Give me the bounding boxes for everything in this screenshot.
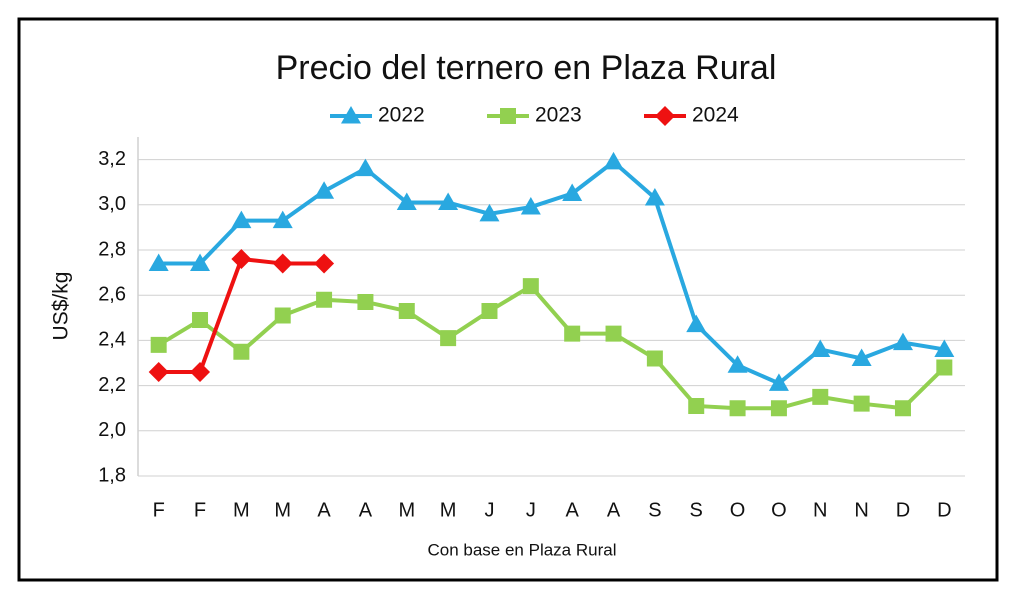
x-tick-label: D xyxy=(896,499,910,521)
legend-label: 2022 xyxy=(378,104,425,127)
data-point xyxy=(190,253,211,272)
data-point xyxy=(148,362,169,383)
x-tick-label: M xyxy=(274,499,291,521)
data-point xyxy=(314,181,335,199)
data-point xyxy=(522,278,539,295)
data-point xyxy=(396,192,417,211)
data-point xyxy=(646,350,663,367)
data-point xyxy=(398,303,415,320)
data-point xyxy=(233,343,250,360)
data-point xyxy=(272,210,293,229)
x-tick-label: J xyxy=(484,499,494,521)
data-point xyxy=(934,339,955,357)
y-tick-label: 3,0 xyxy=(98,193,126,215)
data-point xyxy=(481,303,498,320)
data-point xyxy=(686,314,707,333)
y-tick-label: 1,8 xyxy=(98,464,126,486)
chart-border xyxy=(17,17,999,582)
data-point xyxy=(562,183,583,201)
data-point xyxy=(688,397,705,414)
data-point xyxy=(892,332,913,351)
x-axis-label: Con base en Plaza Rural xyxy=(427,540,616,559)
x-tick-label: S xyxy=(690,499,703,521)
x-tick-label: M xyxy=(398,499,415,521)
data-point xyxy=(440,330,457,347)
y-axis-label: US$/kg xyxy=(50,272,73,341)
data-point xyxy=(605,325,622,342)
data-point xyxy=(150,336,167,353)
data-point xyxy=(727,355,748,373)
legend-marker xyxy=(500,108,516,124)
x-tick-label: D xyxy=(937,499,951,521)
data-point xyxy=(936,359,953,376)
y-tick-label: 2,0 xyxy=(98,419,126,441)
data-point xyxy=(316,291,333,308)
data-point xyxy=(231,210,252,229)
y-tick-label: 2,4 xyxy=(98,329,126,351)
data-point xyxy=(274,307,291,324)
data-point xyxy=(603,151,624,170)
x-tick-label: M xyxy=(233,499,250,521)
data-point xyxy=(812,388,829,405)
x-tick-label: O xyxy=(771,499,787,521)
data-point xyxy=(851,348,872,366)
data-point xyxy=(770,400,787,417)
data-point xyxy=(564,325,581,342)
x-tick-label: N xyxy=(813,499,827,521)
data-point xyxy=(768,373,789,391)
x-tick-label: A xyxy=(317,499,331,521)
x-tick-label: F xyxy=(194,499,206,521)
data-point xyxy=(231,249,252,270)
data-point xyxy=(190,362,211,383)
data-point xyxy=(192,312,209,329)
data-point xyxy=(355,158,376,177)
x-tick-label: M xyxy=(440,499,457,521)
legend-label: 2023 xyxy=(535,104,582,127)
legend-label: 2024 xyxy=(692,104,739,127)
legend-marker xyxy=(341,106,361,124)
legend-marker xyxy=(655,106,675,126)
data-point xyxy=(438,192,459,211)
data-point xyxy=(894,400,911,417)
x-tick-label: O xyxy=(730,499,746,521)
data-point xyxy=(314,253,335,274)
y-tick-label: 2,8 xyxy=(98,238,126,260)
data-point xyxy=(479,203,500,222)
x-tick-label: A xyxy=(607,499,621,521)
x-tick-label: J xyxy=(526,499,536,521)
y-tick-label: 2,2 xyxy=(98,374,126,396)
y-tick-label: 2,6 xyxy=(98,283,126,305)
chart-title: Precio del ternero en Plaza Rural xyxy=(276,49,777,87)
x-tick-label: N xyxy=(854,499,868,521)
data-point xyxy=(810,339,831,357)
data-point xyxy=(644,188,665,206)
data-point xyxy=(729,400,746,417)
data-point xyxy=(520,197,541,215)
x-tick-label: A xyxy=(566,499,580,521)
data-point xyxy=(853,395,870,412)
data-point xyxy=(272,253,293,274)
x-tick-label: S xyxy=(648,499,661,521)
x-tick-label: A xyxy=(359,499,373,521)
x-tick-label: F xyxy=(153,499,165,521)
data-point xyxy=(148,253,169,272)
y-tick-label: 3,2 xyxy=(98,148,126,170)
data-point xyxy=(357,293,374,310)
